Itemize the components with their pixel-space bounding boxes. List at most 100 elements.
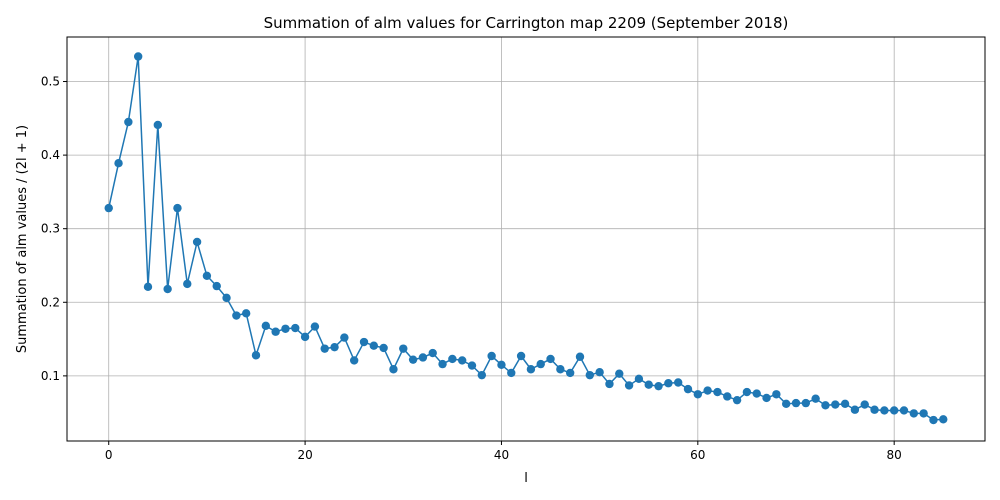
data-point: [654, 381, 663, 391]
data-point: [281, 324, 290, 333]
chart-title: Summation of alm values for Carrington m…: [264, 14, 789, 32]
data-point: [448, 354, 457, 364]
data-point: [114, 159, 123, 168]
data-point: [634, 374, 644, 384]
data-point: [565, 368, 575, 378]
data-point: [605, 379, 614, 389]
data-point: [791, 398, 801, 408]
data-point: [399, 344, 408, 353]
data-point: [929, 415, 938, 425]
data-point: [870, 405, 879, 414]
data-point: [438, 359, 447, 369]
data-point: [752, 389, 761, 398]
x-axis-label: l: [524, 471, 528, 486]
data-point: [673, 378, 683, 387]
data-point: [379, 343, 388, 353]
data-point: [349, 356, 359, 365]
y-tick-label: 0.2: [41, 295, 60, 309]
data-point: [163, 284, 172, 294]
data-point: [310, 322, 320, 331]
data-point: [644, 380, 653, 389]
data-point: [271, 327, 280, 336]
data-point: [624, 381, 634, 390]
data-point: [457, 356, 467, 365]
data-point: [899, 406, 909, 415]
y-axis-label: Summation of alm values / (2l + 1): [15, 125, 30, 353]
data-point: [536, 359, 545, 369]
data-point: [369, 341, 379, 350]
data-point: [183, 279, 192, 289]
data-point: [762, 393, 771, 403]
data-point: [909, 409, 919, 418]
data-point: [212, 281, 221, 291]
data-point: [428, 348, 437, 358]
data-point: [526, 365, 536, 374]
data-point: [487, 351, 496, 361]
data-point: [133, 52, 143, 61]
data-point: [742, 387, 752, 397]
data-point: [359, 337, 369, 347]
data-point: [507, 368, 516, 378]
data-point: [585, 370, 595, 380]
x-tick-label: 60: [690, 448, 705, 462]
x-tick-label: 40: [494, 448, 509, 462]
data-point: [732, 395, 742, 405]
data-point: [821, 401, 830, 410]
data-point: [241, 309, 251, 318]
data-point: [801, 398, 811, 408]
data-point: [683, 384, 693, 394]
data-point: [546, 354, 555, 364]
y-tick-label: 0.4: [41, 148, 60, 162]
data-point: [693, 390, 703, 399]
data-point: [300, 332, 310, 342]
data-point: [516, 351, 526, 361]
plot-frame: [66, 36, 986, 442]
data-point: [703, 386, 712, 395]
data-points-layer: [104, 52, 948, 425]
data-point: [880, 406, 889, 415]
data-point: [173, 203, 182, 213]
data-point: [477, 370, 487, 380]
data-point: [408, 355, 418, 364]
data-point: [615, 369, 624, 378]
data-point: [723, 392, 732, 401]
x-tick-label: 0: [105, 448, 113, 462]
data-point: [889, 406, 899, 415]
data-point: [664, 379, 673, 388]
data-point: [320, 344, 329, 353]
data-point: [192, 237, 202, 247]
data-point: [104, 203, 113, 213]
data-point: [939, 415, 948, 424]
x-tick-label: 20: [297, 448, 312, 462]
x-tick-label: 80: [887, 448, 902, 462]
y-tick-label: 0.3: [41, 222, 60, 236]
data-point: [831, 400, 840, 409]
data-point: [497, 360, 506, 370]
data-point: [261, 321, 271, 331]
data-point: [713, 387, 722, 397]
y-tick-label: 0.5: [41, 75, 60, 89]
data-point: [919, 409, 928, 418]
ticks-layer: 0 20 40 60 80 0.1 0.2 0.3 0.4 0.5: [41, 75, 902, 462]
data-point: [467, 361, 477, 370]
data-point: [772, 390, 781, 399]
data-point: [222, 293, 231, 303]
data-point: [291, 323, 300, 333]
data-point: [595, 367, 604, 377]
data-point: [202, 271, 212, 280]
y-tick-label: 0.1: [41, 369, 60, 383]
data-point: [153, 120, 163, 130]
data-point: [389, 365, 398, 374]
data-point: [143, 282, 153, 292]
data-point: [860, 400, 869, 409]
data-point: [840, 399, 850, 409]
series-line: [107, 56, 944, 421]
data-point: [850, 405, 860, 414]
data-point: [340, 333, 349, 342]
data-point: [575, 352, 585, 361]
data-point: [232, 311, 241, 320]
series-line-layer: [107, 56, 944, 421]
data-point: [811, 394, 820, 403]
